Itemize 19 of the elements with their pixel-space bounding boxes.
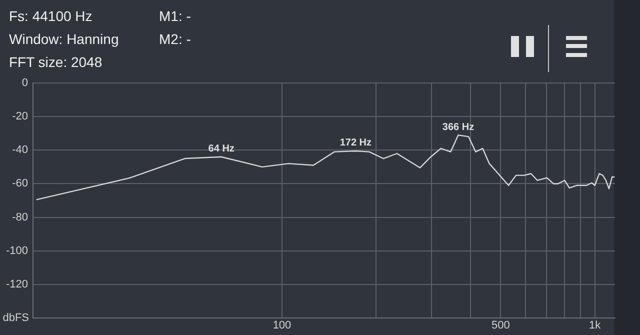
- text: Fs: 44100 Hz: [9, 8, 92, 24]
- y-tick-label: -80: [12, 211, 28, 224]
- text: M1: -: [159, 8, 191, 24]
- text: Window: Hanning: [9, 31, 119, 47]
- annotation: 172 Hz: [340, 138, 372, 149]
- annotation: 64 Hz: [208, 144, 234, 155]
- y-tick-label: -100: [6, 244, 28, 257]
- y-tick-label: -60: [12, 178, 28, 190]
- x-tick-label: 1k: [589, 320, 602, 332]
- y-tick-label: -120: [6, 278, 28, 290]
- text: M2: -: [159, 31, 191, 47]
- y-tick-label: -40: [12, 144, 28, 156]
- annotation: 366 Hz: [442, 122, 474, 133]
- y-tick-label: -20: [12, 110, 28, 123]
- x-tick-label: 500: [491, 320, 510, 332]
- x-tick-label: 100: [272, 320, 292, 332]
- y-axis-title: dbFS: [2, 312, 29, 324]
- y-tick-label: 0: [22, 77, 28, 90]
- text: FFT size: 2048: [9, 54, 102, 70]
